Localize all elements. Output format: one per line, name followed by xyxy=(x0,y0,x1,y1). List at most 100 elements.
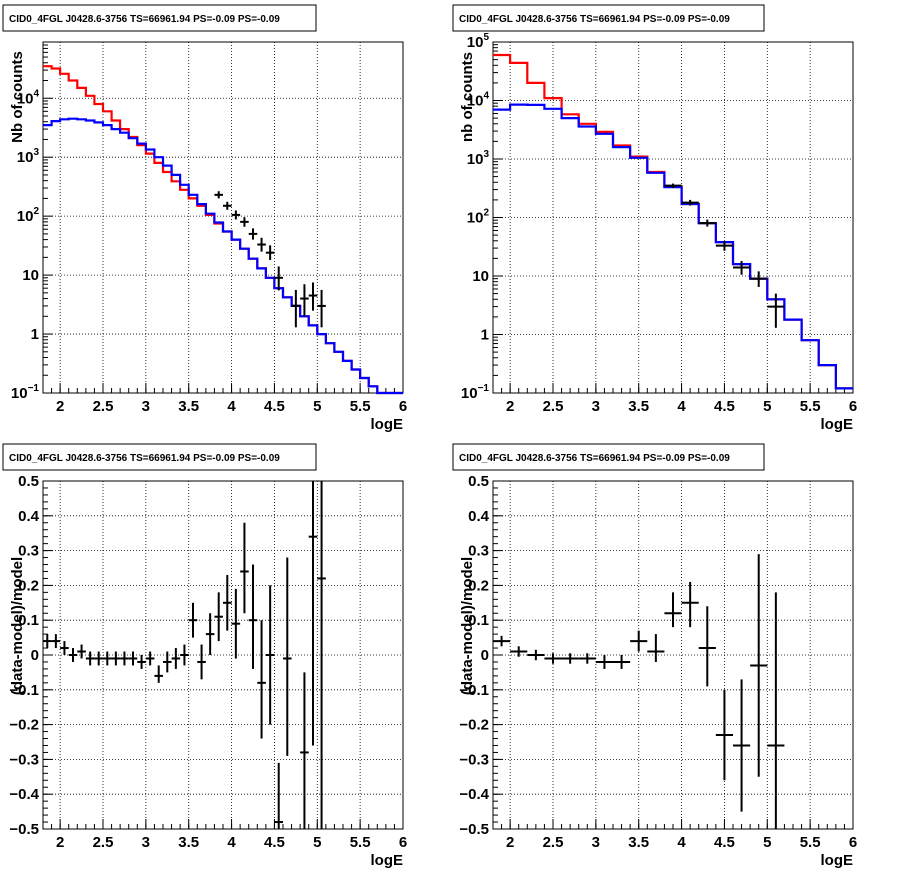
x-tick-label: 2.5 xyxy=(93,834,114,851)
data-point xyxy=(300,672,309,829)
data-point xyxy=(527,649,545,661)
x-axis-label: logE xyxy=(371,416,404,433)
data-point xyxy=(214,592,223,642)
data-point xyxy=(60,641,69,655)
x-tick-label: 3.5 xyxy=(178,834,199,851)
data-point xyxy=(77,644,86,659)
data-point xyxy=(180,644,189,666)
x-tick-label: 5.5 xyxy=(800,398,821,415)
x-tick-label: 3 xyxy=(142,398,150,415)
data-point xyxy=(120,651,129,666)
y-tick-label: −0.3 xyxy=(459,751,489,768)
y-tick-label: −0.5 xyxy=(9,821,39,838)
data-point xyxy=(205,613,215,655)
data-point xyxy=(291,289,301,328)
data-point xyxy=(647,634,665,662)
data-point xyxy=(613,655,631,669)
y-tick-label: 0.4 xyxy=(468,508,490,525)
y-tick-label: 0.1 xyxy=(18,612,39,629)
data-point xyxy=(630,630,648,652)
x-tick-label: 3 xyxy=(592,398,600,415)
y-tick-label: 0.2 xyxy=(18,577,39,594)
y-tick-label: −0.4 xyxy=(9,786,39,803)
y-tick-label: 104 xyxy=(17,88,40,107)
data-point xyxy=(698,219,716,227)
y-tick-label: 103 xyxy=(467,149,490,168)
data-point xyxy=(240,217,249,227)
data-point xyxy=(664,183,682,188)
x-tick-label: 3 xyxy=(592,834,600,851)
data-point xyxy=(137,655,146,669)
data-point xyxy=(493,635,511,647)
x-tick-label: 4.5 xyxy=(264,398,285,415)
chart-title: CID0_4FGL J0428.6-3756 TS=66961.94 PS=-0… xyxy=(9,14,280,25)
y-tick-label: 10−1 xyxy=(461,383,490,402)
y-tick-label: −0.3 xyxy=(9,751,39,768)
data-point xyxy=(231,210,241,220)
data-point xyxy=(103,651,112,666)
data-point xyxy=(240,522,249,614)
y-tick-label: −0.1 xyxy=(459,682,489,699)
y-tick-label: 102 xyxy=(467,208,490,227)
data-point xyxy=(128,651,138,666)
chart-title: CID0_4FGL J0428.6-3756 TS=66961.94 PS=-0… xyxy=(459,14,730,25)
y-tick-label: 0.5 xyxy=(468,473,489,490)
y-tick-label: −0.5 xyxy=(459,821,489,838)
y-tick-label: −0.2 xyxy=(9,717,39,734)
x-tick-label: 6 xyxy=(849,834,857,851)
x-tick-label: 2 xyxy=(506,834,514,851)
y-tick-label: 0.2 xyxy=(468,577,489,594)
plot-frame xyxy=(42,41,404,394)
y-tick-label: 1 xyxy=(481,327,489,344)
y-tick-label: 0.1 xyxy=(468,612,489,629)
data-point xyxy=(578,653,596,664)
data-point xyxy=(248,228,258,240)
data-point xyxy=(767,293,785,328)
data-point xyxy=(85,651,95,666)
x-tick-label: 5 xyxy=(763,834,771,851)
series-line-source xyxy=(43,117,403,395)
data-point xyxy=(214,191,223,199)
data-point xyxy=(111,651,121,666)
x-tick-label: 3 xyxy=(142,834,150,851)
x-axis-label: logE xyxy=(371,852,404,869)
data-point xyxy=(561,653,579,664)
y-tick-label: 0.4 xyxy=(18,508,40,525)
data-point xyxy=(145,651,155,666)
data-point xyxy=(750,271,768,287)
data-point xyxy=(300,284,309,317)
x-tick-label: 5 xyxy=(313,398,321,415)
y-tick-label: 0.3 xyxy=(468,543,489,560)
data-point xyxy=(43,634,52,649)
data-point xyxy=(51,634,61,649)
y-tick-label: 0 xyxy=(481,647,489,664)
data-point xyxy=(283,557,292,756)
data-point xyxy=(231,588,241,659)
x-tick-label: 6 xyxy=(849,398,857,415)
chart-panel-4: CID0_4FGL J0428.6-3756 TS=66961.94 PS=-0… xyxy=(452,443,857,869)
y-axis-label: (data-model)/model xyxy=(459,557,476,695)
data-point xyxy=(274,762,283,829)
y-axis-label: (data-model)/model xyxy=(9,557,26,695)
data-point xyxy=(715,241,733,251)
data-point xyxy=(715,689,733,781)
x-tick-label: 4 xyxy=(677,398,686,415)
y-tick-label: −0.4 xyxy=(459,786,489,803)
x-axis-label: logE xyxy=(821,852,854,869)
data-point xyxy=(681,581,699,628)
chart-title: CID0_4FGL J0428.6-3756 TS=66961.94 PS=-0… xyxy=(459,453,730,464)
x-tick-label: 2 xyxy=(56,834,64,851)
data-point xyxy=(154,665,163,683)
y-tick-label: −0.1 xyxy=(9,682,39,699)
data-point xyxy=(163,651,172,673)
title-box xyxy=(452,4,765,32)
x-tick-label: 4 xyxy=(227,834,236,851)
y-axis-label: nb of counts xyxy=(459,52,476,142)
data-point xyxy=(681,199,699,206)
chart-panel-1: CID0_4FGL J0428.6-3756 TS=66961.94 PS=-0… xyxy=(2,4,407,433)
data-point xyxy=(750,554,768,777)
x-tick-label: 2 xyxy=(56,398,64,415)
chart-panel-2: CID0_4FGL J0428.6-3756 TS=66961.94 PS=-0… xyxy=(452,4,857,433)
y-tick-label: 103 xyxy=(17,147,40,166)
